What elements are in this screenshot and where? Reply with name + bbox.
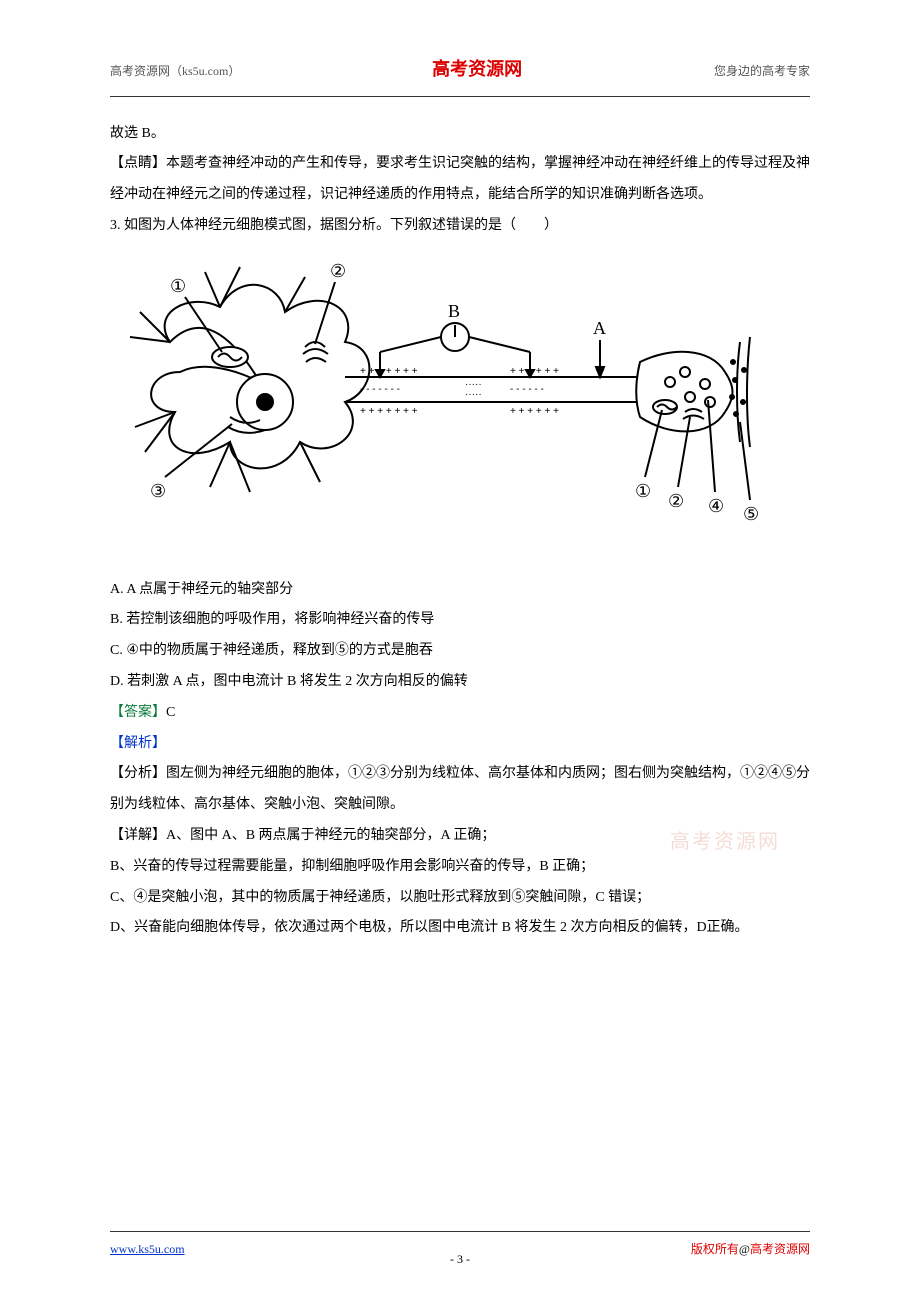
explain-label: 【解析】 [110,729,810,760]
page-header: 高考资源网（ks5u.com） 高考资源网 您身边的高考专家 [110,50,810,97]
fig-label-2: ② [330,261,346,281]
detail-b: B、兴奋的传导过程需要能量，抑制细胞呼吸作用会影响兴奋的传导，B 正确； [110,852,810,883]
svg-text:+ + + + + + +: + + + + + + + [360,406,418,417]
page-footer: www.ks5u.com - 3 - 版权所有@高考资源网 [110,1231,810,1262]
fig-label-A: A [593,318,606,338]
footer-page-number: - 3 - [450,1246,470,1272]
option-a: A. A 点属于神经元的轴突部分 [110,575,810,606]
fig-label-r1: ① [635,481,651,501]
question-3-stem: 3. 如图为人体神经元细胞模式图，据图分析。下列叙述错误的是（ ） [110,211,810,242]
document-body: 故选 B。 【点睛】本题考查神经冲动的产生和传导，要求考生识记突触的结构，掌握神… [110,119,810,945]
svg-text:+ + + + + +: + + + + + + [510,406,559,417]
option-b: B. 若控制该细胞的呼吸作用，将影响神经兴奋的传导 [110,605,810,636]
fig-label-r4: ④ [708,496,724,516]
footer-right-prefix: 版权所有 [691,1242,739,1256]
svg-text:- - - - - - -: - - - - - - - [360,384,400,395]
fig-label-r2: ② [668,491,684,511]
header-left: 高考资源网（ks5u.com） [110,58,240,84]
svg-text:·····: ····· [465,389,482,400]
answer-label: 【答案】 [110,705,166,720]
option-c: C. ④中的物质属于神经递质，释放到⑤的方式是胞吞 [110,636,810,667]
header-right: 您身边的高考专家 [714,58,810,84]
svg-text:+ + + + + + +: + + + + + + + [360,366,418,377]
footer-copyright: 版权所有@高考资源网 [691,1236,810,1262]
fig-label-3: ③ [150,481,166,501]
footer-right-suffix: 高考资源网 [750,1242,810,1256]
footer-at: @ [739,1242,750,1256]
dianjing-paragraph: 【点睛】本题考查神经冲动的产生和传导，要求考生识记突触的结构，掌握神经冲动在神经… [110,149,810,211]
neuron-figure: + + + + + + + - - - - - - - + + + + + + … [110,252,760,535]
header-center-logo: 高考资源网 [432,50,522,90]
detail-c: C、④是突触小泡，其中的物质属于神经递质，以胞吐形式释放到⑤突触间隙，C 错误； [110,883,810,914]
answer-line: 【答案】C [110,698,810,729]
svg-text:+ + + + + +: + + + + + + [510,366,559,377]
answer-value: C [166,705,175,720]
detail-d: D、兴奋能向细胞体传导，依次通过两个电极，所以图中电流计 B 将发生 2 次方向… [110,913,810,944]
fig-label-r5: ⑤ [743,504,759,522]
detail-a: 【详解】A、图中 A、B 两点属于神经元的轴突部分，A 正确； [110,821,810,852]
answer-choice: 故选 B。 [110,119,810,150]
svg-text:- - - - - -: - - - - - - [510,384,544,395]
footer-url[interactable]: www.ks5u.com [110,1236,185,1262]
analysis-paragraph: 【分析】图左侧为神经元细胞的胞体，①②③分别为线粒体、高尔基体和内质网；图右侧为… [110,759,810,821]
neuron-svg: + + + + + + + - - - - - - - + + + + + + … [110,252,760,522]
fig-label-1: ① [170,276,186,296]
fig-label-B: B [448,301,460,321]
option-d: D. 若刺激 A 点，图中电流计 B 将发生 2 次方向相反的偏转 [110,667,810,698]
